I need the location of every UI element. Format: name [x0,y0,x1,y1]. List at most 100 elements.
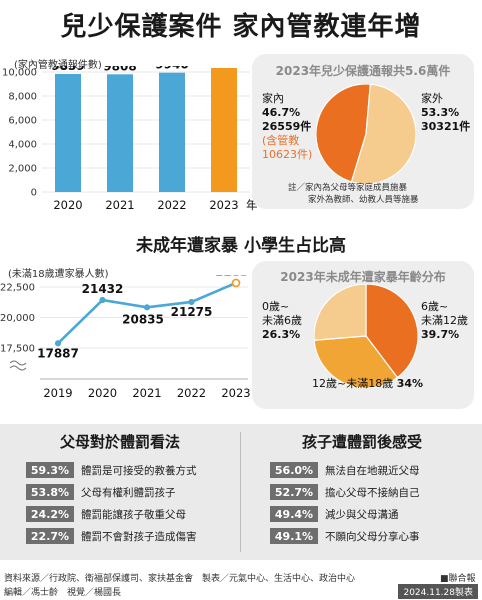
data-point [143,304,151,311]
x-tick-label: 2023 [209,198,238,212]
pie1-right-pct: 53.3% [421,106,460,119]
list-item-text: 不願向父母分享心事 [325,530,420,543]
x-tick-label: 2020 [53,198,82,212]
percent-badge: 24.2% [26,506,74,522]
pie2-b-labels: 6歲~ 未滿12歲 39.7% [421,300,468,342]
data-label: 17887 [37,346,79,360]
pie1-right-count: 30321件 [421,120,471,133]
pie-slice [316,84,371,183]
percent-badge: 52.7% [270,484,318,500]
y-tick-label: 8,000 [8,92,37,103]
percent-badge: 59.3% [26,462,74,478]
pie1-note: 註／家內為父母等家庭成員施暴 家外為教師、幼教人員等施暴 [288,182,419,206]
data-point [188,298,195,306]
pie1-left-pct: 46.7% [262,106,301,119]
data-label: 9839 [51,66,84,73]
y-tick-label: 17,500 [0,344,35,355]
editor-credit: 編輯／馮士齡 視覺／楊國長 [4,588,122,598]
pie2-a-labels: 0歲~ 未滿6歲 26.3% [262,300,302,342]
pie2-chart [314,284,418,388]
line-section-title: 未成年遭家暴 小學生占比高 [136,236,346,256]
bar-unit-label: (家內管教通報件數) [14,60,102,71]
pie1-right-labels: 家外 53.3% 30321件 [421,92,470,134]
line-unit-label: (未滿18歲遭家暴人數) [8,269,109,280]
pie2-title: 2023年未成年遭家暴年齡分布 [280,270,446,284]
data-label: 21275 [171,305,213,319]
y-tick-label: 22,500 [0,283,35,294]
data-label: 9940 [155,66,188,72]
bar [55,73,81,192]
list-item-text: 無法自在地親近父母 [325,464,420,477]
publisher-logo: ■聯合報 [440,574,476,584]
pie2-c-pct: 34% [396,377,424,390]
pie1-left-note2: 10623件) [262,148,313,161]
y-tick-label: 2,000 [8,164,37,175]
pie1-note-line1: 註／家內為父母等家庭成員施暴 [288,183,408,193]
survey-section [0,424,482,560]
page-title: 兒少保護案件 家內管教連年增 [60,12,422,42]
source-credit: 資料來源／行政院、衛福部保護司、家扶基金會 製表／元氣中心、生活中心、政治中心 [4,574,356,584]
pie2-a-name1: 0歲~ [262,300,290,313]
list-item: 49.1% 不願向父母分享心事 [270,527,420,545]
y-tick-label: 4,000 [8,140,37,151]
percent-badge: 49.1% [270,528,318,544]
x-tick-label: 2022 [157,198,186,212]
survey-left-title: 父母對於體罰看法 [59,433,180,451]
pie2-c-labels: 12歲~未滿18歲 34% [312,377,423,391]
percent-badge: 53.8% [26,484,74,500]
pie1-right-name: 家外 [421,92,443,105]
percent-badge: 49.4% [270,506,318,522]
list-item-text: 體罰不會對孩子造成傷害 [81,530,197,543]
pie2-c-name: 12歲~未滿18歲 [312,377,394,390]
pie-slice [365,284,418,379]
line-chart: 17,500 20,000 22,500 17887 2019 21432 2020 2083… [0,275,258,400]
pie2-b-name1: 6歲~ [421,300,449,313]
survey-right-title: 孩子遭體罰後感受 [301,433,422,451]
bar [211,68,237,192]
pie-slice [314,284,367,341]
data-point [54,340,62,347]
data-point [231,278,241,288]
survey-right-list: 56.0% 無法自在地親近父母 52.7% 擔心父母不接納自己 49.4% 減少與父母… [270,461,420,545]
x-tick-label: 2019 [43,386,72,400]
percent-badge: 56.0% [270,462,318,478]
bar [159,72,185,192]
bar-chart: 0 2,000 4,000 6,000 8,000 10,000 9839 2020 9808 2… [2,66,258,212]
pie1-note-line2: 家外為教師、幼教人員等施暴 [308,195,419,205]
data-label: 10623 [203,66,245,67]
list-item: 59.3% 體罰是可接受的教養方式 [26,461,197,479]
pie-slice [350,84,416,184]
pie1-left-name: 家內 [262,92,284,105]
pie1-left-note1: (含管教 [262,134,300,147]
pie2-a-pct: 26.3% [262,328,301,341]
y-tick-label: 6,000 [8,116,37,127]
list-item-text: 父母有權利體罰孩子 [81,486,176,499]
list-item: 24.2% 體罰能讓孩子敬重父母 [26,505,197,523]
pie1-left-count: 26559件 [262,120,312,133]
pie1-chart [316,84,416,184]
list-item: 49.4% 減少與父母溝通 [270,505,420,523]
list-item: 53.8% 父母有權利體罰孩子 [26,483,197,501]
x-tick-label: 2021 [132,386,161,400]
list-item-text: 擔心父母不接納自己 [325,486,420,499]
list-item-text: 減少與父母溝通 [325,508,399,521]
pie-slice [314,335,399,388]
list-item: 56.0% 無法自在地親近父母 [270,461,420,479]
pie1-left-labels: 家內 46.7% 26559件 (含管教 10623件) [262,92,312,162]
x-tick-label: 2022 [177,386,206,400]
pie2-b-name2: 未滿12歲 [421,314,468,327]
pie1-title: 2023年兒少保護通報共5.6萬件 [275,64,451,78]
list-item-text: 體罰是可接受的教養方式 [81,464,197,477]
date-badge: 2024.11.28製表 [398,584,478,599]
list-item-text: 體罰能讓孩子敬重父母 [81,508,186,521]
list-item: 22.7% 體罰不會對孩子造成傷害 [26,527,197,545]
x-tick-label: 2023 [221,386,250,400]
data-point [99,296,106,304]
bar [107,74,133,192]
data-label: 22834 [215,275,257,279]
y-tick-label: 0 [31,188,37,199]
survey-divider [240,432,241,552]
y-tick-label: 10,000 [2,68,37,79]
list-item: 52.7% 擔心父母不接納自己 [270,483,420,501]
x-axis-suffix: 年 [246,198,258,212]
